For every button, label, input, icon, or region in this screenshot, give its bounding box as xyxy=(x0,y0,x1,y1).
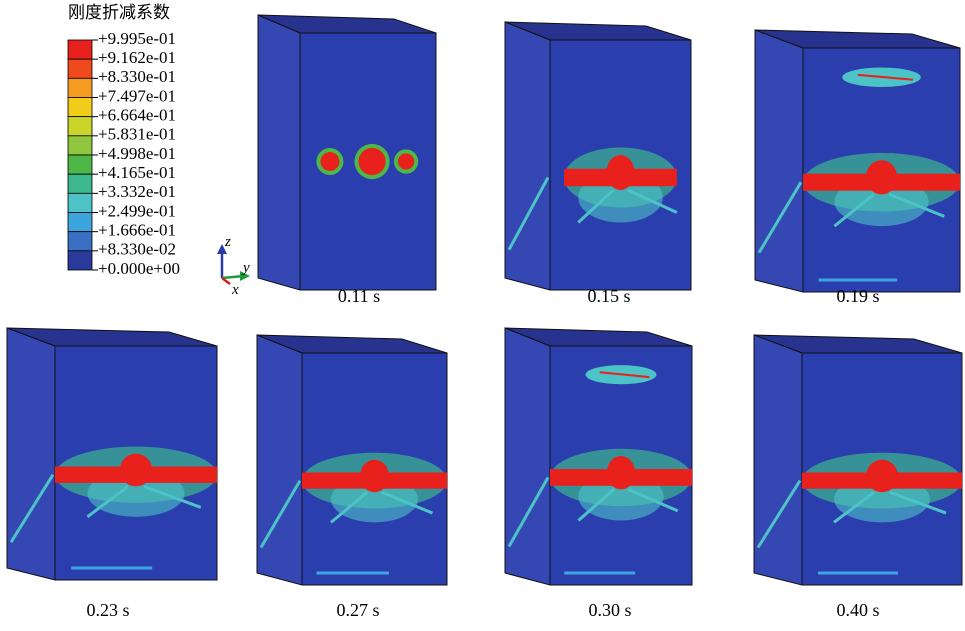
legend-label: +5.831e-01 xyxy=(98,125,176,144)
damage-core xyxy=(866,160,897,194)
legend-swatch xyxy=(68,251,92,270)
damage-core xyxy=(120,454,152,487)
model-panel: 0.27 s xyxy=(257,335,447,620)
panel-caption: 0.30 s xyxy=(588,600,631,620)
side-face xyxy=(258,15,300,290)
damage-core xyxy=(358,148,385,175)
legend-swatch xyxy=(68,117,92,136)
axis-x: x xyxy=(231,282,239,298)
legend-label: +9.162e-01 xyxy=(98,48,176,67)
legend-swatch xyxy=(68,40,92,59)
damage-core xyxy=(360,460,389,492)
side-face xyxy=(505,328,550,585)
model-panel: 0.30 s xyxy=(505,328,692,620)
damage-core xyxy=(398,153,414,169)
panel-caption: 0.11 s xyxy=(338,286,380,306)
legend-label: +3.332e-01 xyxy=(98,182,176,201)
panel-caption: 0.15 s xyxy=(587,286,630,306)
damage-core xyxy=(320,152,339,171)
model-panel: 0.23 s xyxy=(7,328,217,620)
panel-caption: 0.40 s xyxy=(836,600,879,620)
side-face xyxy=(754,335,802,585)
axis-y: y xyxy=(241,260,250,276)
model-panel: 0.11 s xyxy=(258,15,436,306)
damage-core xyxy=(866,460,898,492)
model-panel: 0.40 s xyxy=(754,335,962,620)
panel-caption: 0.27 s xyxy=(336,600,379,620)
legend-swatch xyxy=(68,213,92,232)
model-panel: 0.19 s xyxy=(755,30,960,306)
legend-label: +7.497e-01 xyxy=(98,86,176,105)
legend-swatch xyxy=(68,78,92,97)
axis-triad: z y x xyxy=(217,234,250,298)
legend-label: +8.330e-01 xyxy=(98,67,176,86)
legend-label: +0.000e+00 xyxy=(98,259,180,278)
figure: 刚度折减系数 z y x +9.995e-01+9.162e-01+8.330e… xyxy=(0,0,965,631)
axis-z: z xyxy=(224,234,231,250)
legend-label: +4.165e-01 xyxy=(98,163,176,182)
legend-title: 刚度折减系数 xyxy=(68,3,170,23)
side-face xyxy=(7,328,55,580)
legend-label: +6.664e-01 xyxy=(98,106,176,125)
legend-swatch xyxy=(68,59,92,78)
legend-label: +1.666e-01 xyxy=(98,221,176,240)
legend-swatch xyxy=(68,232,92,251)
side-face xyxy=(755,30,803,292)
damage-core xyxy=(606,155,634,190)
model-panel: 0.15 s xyxy=(505,22,691,306)
side-face xyxy=(257,335,302,585)
panel-caption: 0.19 s xyxy=(836,286,879,306)
legend-label: +8.330e-02 xyxy=(98,240,176,259)
panel-caption: 0.23 s xyxy=(86,600,129,620)
legend-label: +9.995e-01 xyxy=(98,29,176,48)
legend-swatch xyxy=(68,174,92,193)
side-face xyxy=(505,22,550,290)
legend-swatch xyxy=(68,98,92,117)
damage-core xyxy=(607,456,635,489)
legend-swatch xyxy=(68,155,92,174)
legend-swatch xyxy=(68,193,92,212)
legend-label: +4.998e-01 xyxy=(98,144,176,163)
legend-label: +2.499e-01 xyxy=(98,201,176,220)
legend-swatch xyxy=(68,136,92,155)
